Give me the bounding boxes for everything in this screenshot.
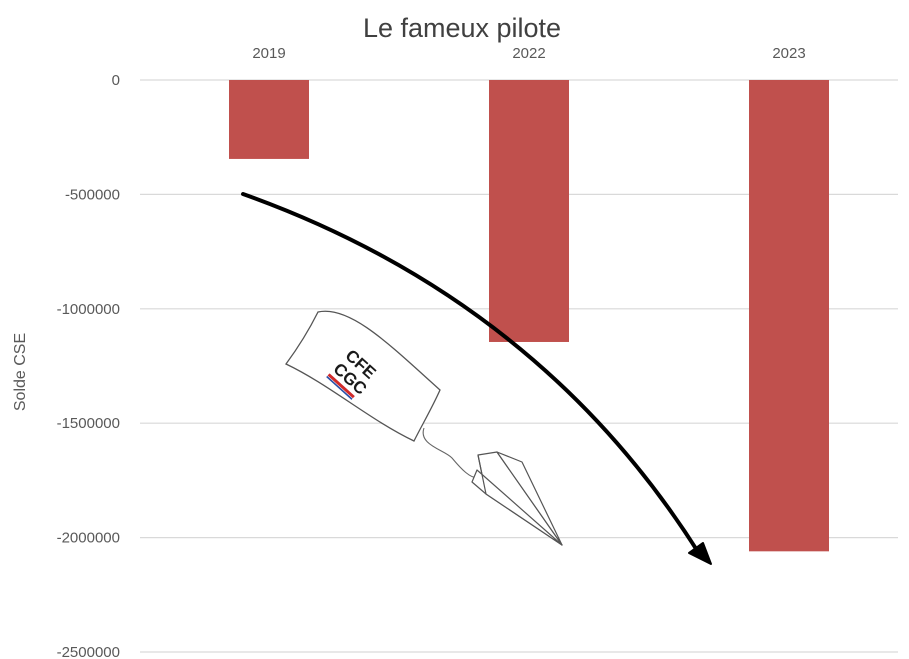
chart-title: Le fameux pilote [363,13,561,43]
paper-plane-with-banner: CFE CGC [285,310,563,546]
y-tick-labels: 0 -500000 -1000000 -1500000 -2000000 -2500000 [57,72,120,659]
y-tick-label: 0 [112,72,120,89]
bar-2019 [229,80,309,159]
bar-2023 [749,80,829,552]
y-axis-label: Solde CSE [12,333,29,411]
bar-2022 [489,80,569,342]
x-tick-labels: 2019 2022 2023 [252,45,805,62]
x-tick-label: 2019 [252,45,285,62]
tow-rope [422,427,479,479]
y-tick-label: -500000 [65,186,120,203]
y-tick-label: -1000000 [57,301,120,318]
trend-arrow [241,192,712,565]
bars [229,80,829,552]
x-tick-label: 2023 [772,45,805,62]
y-tick-label: -2000000 [57,530,120,547]
banner-flag [285,310,441,442]
y-tick-label: -1500000 [57,415,120,432]
y-tick-label: -2500000 [57,644,120,659]
paper-plane-icon [471,451,563,546]
x-tick-label: 2022 [512,45,545,62]
